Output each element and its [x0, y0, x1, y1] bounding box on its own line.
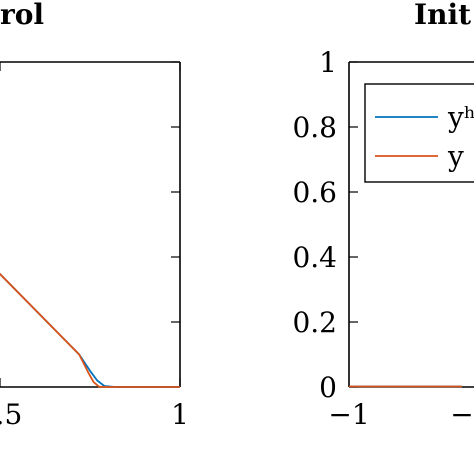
chart-title-right: Init [414, 0, 471, 31]
chart-title-left: rol [0, 0, 44, 31]
left-series [0, 272, 180, 388]
legend-box [364, 83, 474, 183]
right-x-tick-label-1: − [450, 398, 473, 431]
right-y-tick-label-3: 0.6 [292, 176, 337, 209]
left-series-line-0 [0, 272, 180, 388]
left-x-tick-label-0: 0.5 [0, 398, 22, 431]
right-y-tick-label-0: 0 [319, 371, 337, 404]
legend: yʰ y [364, 83, 474, 183]
right-ticks [349, 61, 358, 388]
legend-label-y: y [447, 140, 464, 173]
left-axes: 0.51 [0, 61, 189, 431]
left-series-line-1 [0, 272, 180, 388]
right-y-tick-label-1: 0.2 [292, 306, 337, 339]
right-y-tick-label-4: 0.8 [292, 111, 337, 144]
right-y-tick-labels: 0 0.2 0.4 0.6 0.8 1 [292, 46, 337, 404]
left-x-tick-labels: 0.51 [0, 398, 189, 431]
left-ticks [0, 61, 181, 387]
legend-label-yh: yʰ [447, 101, 474, 134]
right-y-tick-label-2: 0.4 [292, 241, 337, 274]
left-x-tick-label-1: 1 [171, 398, 189, 431]
right-x-tick-label-0: −1 [328, 398, 369, 431]
right-x-tick-labels: −1 − [328, 398, 473, 431]
right-axes: 0 0.2 0.4 0.6 0.8 1 −1 − yʰ y [292, 46, 474, 431]
right-y-tick-label-5: 1 [319, 46, 337, 79]
